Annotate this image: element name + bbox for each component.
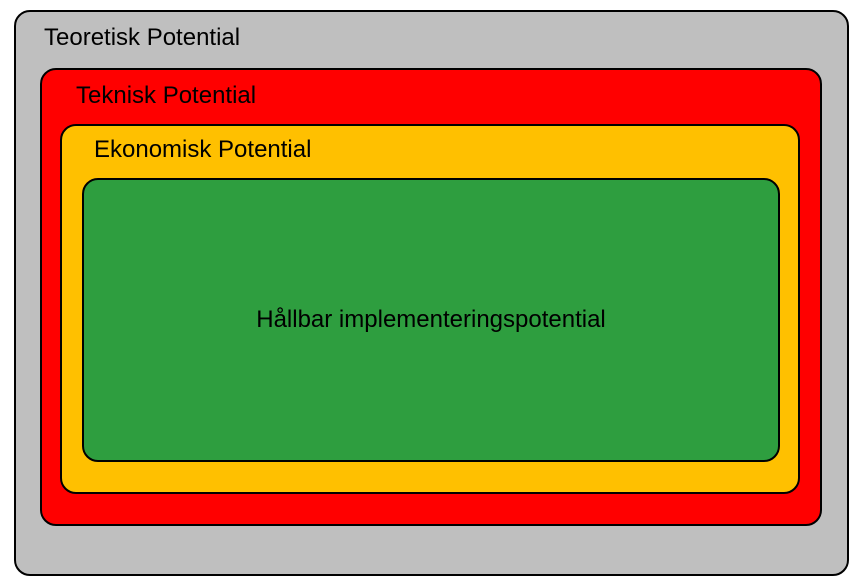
level-sustainable: Hållbar implementeringspotential: [82, 178, 780, 462]
label-sustainable: Hållbar implementeringspotential: [256, 306, 606, 334]
label-technical: Teknisk Potential: [76, 82, 256, 110]
label-theoretical: Teoretisk Potential: [44, 24, 240, 52]
label-economic: Ekonomisk Potential: [94, 136, 311, 164]
